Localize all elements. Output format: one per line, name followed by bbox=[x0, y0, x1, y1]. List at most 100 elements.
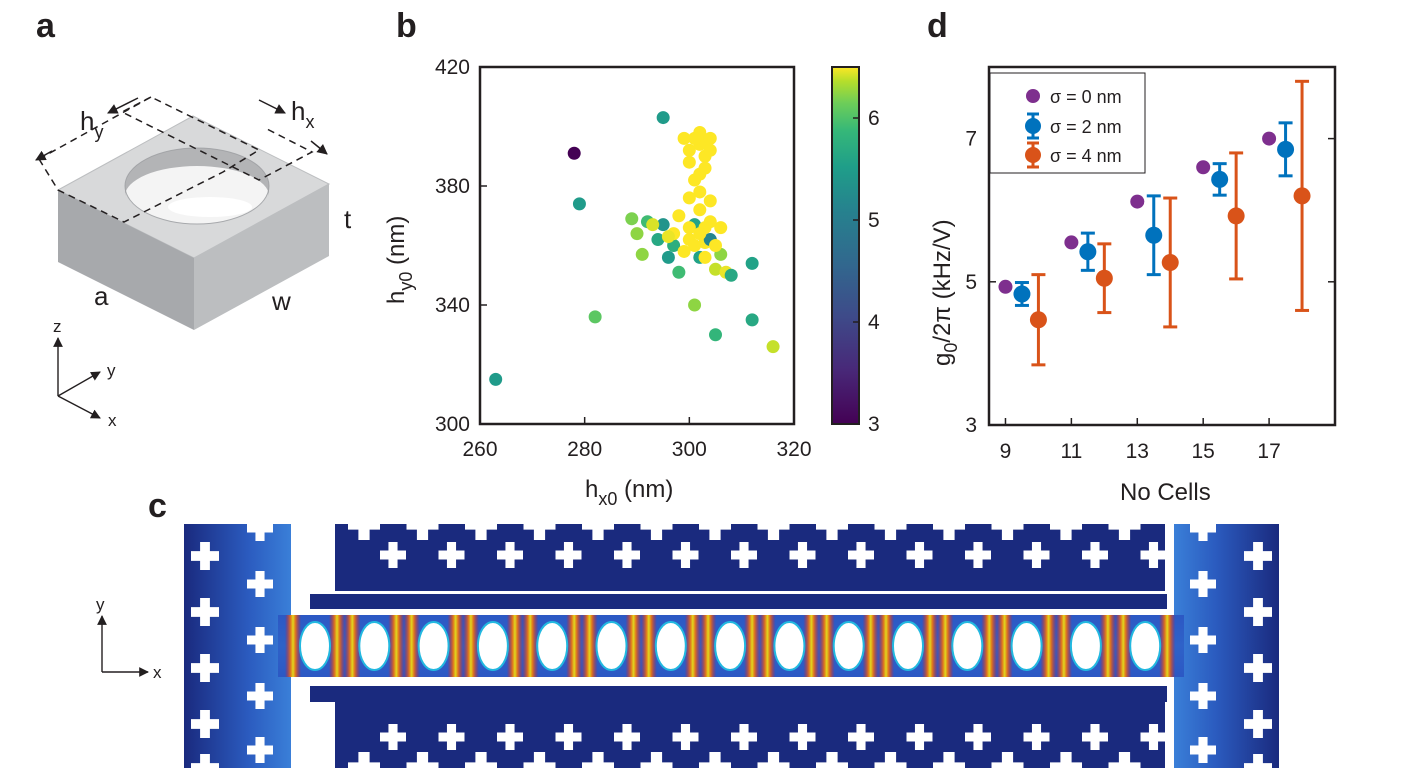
shield-hole bbox=[246, 737, 273, 763]
beam-hole bbox=[417, 621, 450, 671]
b-point-44 bbox=[688, 239, 702, 252]
beam-hole bbox=[951, 621, 984, 671]
shield-hole bbox=[1244, 654, 1272, 682]
plot-d-points bbox=[998, 79, 1311, 367]
d-point-2-1 bbox=[1095, 269, 1113, 287]
shield-hole bbox=[1023, 724, 1050, 750]
colorbar bbox=[831, 66, 860, 425]
colorbar-ticks: 3 4 5 6 bbox=[853, 107, 880, 436]
shield-hole bbox=[699, 508, 732, 541]
hole-inner-wall bbox=[125, 148, 269, 196]
d-xtick-label: 17 bbox=[1257, 440, 1280, 463]
d-point-2-0 bbox=[1029, 311, 1047, 329]
shield-hole bbox=[191, 654, 220, 682]
b-point-43 bbox=[682, 221, 696, 235]
b-point-3 bbox=[588, 310, 602, 324]
shield-hole bbox=[1190, 737, 1216, 763]
x-label: x bbox=[108, 411, 117, 430]
shield-hole bbox=[1023, 542, 1050, 568]
legend-label-2: σ = 4 nm bbox=[1050, 146, 1122, 166]
y-label: y bbox=[107, 361, 116, 380]
shield-hole bbox=[1108, 508, 1141, 541]
y-axis-arrow bbox=[57, 371, 101, 397]
d-ytick-label: 3 bbox=[965, 414, 977, 437]
panel-d: d 9 11 13 15 17 3 5 7 No Cells g0/2π (kHz/V) σ … bbox=[927, 7, 1337, 506]
panel-c-label: c bbox=[148, 487, 167, 525]
shield-hole bbox=[380, 724, 407, 750]
d-point-0-1 bbox=[1064, 235, 1079, 250]
shield-hole bbox=[1108, 752, 1141, 773]
shield-hole bbox=[816, 752, 848, 773]
b-point-34 bbox=[709, 262, 722, 276]
shield-hole bbox=[731, 724, 757, 750]
shield-hole bbox=[523, 508, 556, 541]
beam-hotspot bbox=[1040, 615, 1057, 677]
block-left-face bbox=[58, 190, 194, 330]
plot-d-legend: σ = 0 nm σ = 2 nm σ = 4 nm bbox=[989, 72, 1146, 174]
shield-hole bbox=[496, 542, 523, 568]
beam-hotspot bbox=[506, 615, 523, 677]
shield-hole bbox=[1190, 683, 1216, 709]
b-point-54 bbox=[646, 218, 660, 232]
beam-hotspot bbox=[937, 615, 954, 677]
dashed-outline bbox=[38, 96, 261, 223]
d-xtick-label: 13 bbox=[1126, 440, 1149, 463]
beam-hole bbox=[654, 621, 687, 671]
shield-hole bbox=[933, 508, 966, 541]
beam-hotspot bbox=[981, 615, 998, 677]
beam-hotspot bbox=[640, 615, 657, 677]
b-point-1 bbox=[567, 146, 581, 160]
legend-marker-2 bbox=[1025, 147, 1041, 163]
shield-hole bbox=[1140, 542, 1167, 568]
shield-hole bbox=[965, 542, 991, 568]
b-point-48 bbox=[682, 191, 696, 205]
b-point-0 bbox=[489, 372, 503, 386]
shield-hole bbox=[874, 752, 907, 773]
cb-tick-label: 6 bbox=[868, 107, 880, 130]
cb-tick-label: 5 bbox=[868, 209, 880, 232]
d-point-1-0 bbox=[1013, 285, 1031, 303]
shield-hole bbox=[1140, 724, 1167, 750]
hx-arrow-2 bbox=[310, 140, 328, 155]
d-ytick-label: 7 bbox=[965, 128, 977, 151]
beam-hotspot bbox=[403, 615, 420, 677]
beam-hotspot bbox=[1115, 615, 1132, 677]
b-point-52 bbox=[709, 239, 722, 252]
b-point-40 bbox=[745, 313, 759, 327]
plot-b-points bbox=[489, 111, 780, 386]
legend-marker-0 bbox=[1026, 89, 1040, 103]
d-xtick-label: 11 bbox=[1060, 440, 1082, 463]
shield-hole bbox=[191, 598, 220, 626]
beam-hotspot bbox=[447, 615, 464, 677]
panel-a: a hy hx t a w z y x bbox=[35, 7, 352, 430]
beam-hotspot bbox=[759, 615, 776, 677]
plot-b-frame bbox=[478, 65, 796, 426]
shield-hole bbox=[523, 752, 556, 773]
beam-hotspot bbox=[1159, 615, 1176, 677]
d-point-2-4 bbox=[1293, 187, 1311, 205]
shield-hole bbox=[191, 542, 220, 570]
beam-hotspot bbox=[922, 615, 938, 677]
b-ytick-label: 420 bbox=[435, 56, 470, 79]
b-point-50 bbox=[698, 161, 712, 175]
shield-hole bbox=[465, 508, 497, 541]
shield-hole bbox=[1050, 508, 1082, 541]
shield-hole bbox=[614, 542, 640, 568]
beam-hole bbox=[476, 621, 509, 671]
shield-hole bbox=[1190, 515, 1216, 541]
beam-hole bbox=[773, 621, 806, 671]
legend-box bbox=[989, 72, 1146, 174]
shield-hole bbox=[757, 508, 790, 541]
panel-a-label: a bbox=[36, 7, 56, 45]
shield-hole bbox=[906, 724, 933, 750]
shield-hole bbox=[699, 752, 731, 773]
beam-hole bbox=[892, 621, 924, 671]
beam-hotspot bbox=[818, 615, 835, 677]
shield-hole bbox=[246, 627, 273, 653]
beam-hotspot bbox=[1055, 615, 1072, 677]
plot-d-ylabel: g0/2π (kHz/V) bbox=[929, 219, 961, 366]
d-point-0-0 bbox=[998, 279, 1013, 294]
shield-hole bbox=[348, 752, 380, 773]
shield-hole bbox=[731, 542, 757, 568]
beam-hotspot bbox=[329, 615, 345, 677]
